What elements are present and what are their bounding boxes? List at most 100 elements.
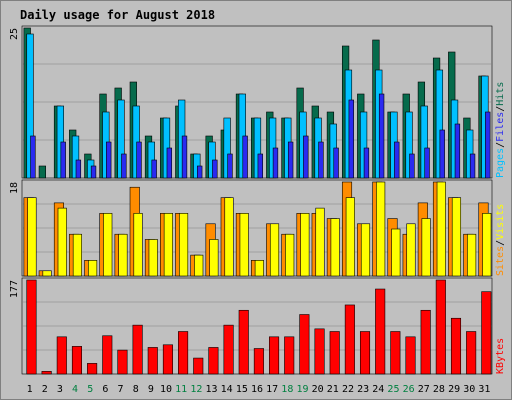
bar-kbytes-day-3 (56, 336, 67, 375)
day-tick-label: 27 (418, 384, 430, 395)
bar-sites-day-16 (254, 260, 264, 277)
bar-sites-day-25 (391, 228, 401, 277)
bar-sites-day-6 (103, 213, 113, 277)
bar-sites-day-31 (482, 213, 492, 277)
bar-kbytes-day-27 (420, 309, 431, 375)
bar-kbytes-day-14 (223, 324, 234, 375)
bar-files-day-1 (26, 33, 34, 179)
kbytes-panel: 177 KBytes (9, 277, 506, 375)
bar-kbytes-day-21 (329, 331, 340, 375)
bar-sites-day-30 (467, 233, 477, 277)
bar-kbytes-day-1 (26, 279, 37, 375)
bar-pages-day-30 (469, 153, 476, 179)
day-tick-label: 24 (372, 384, 384, 395)
bar-kbytes-day-19 (299, 314, 310, 375)
y-max-label: 25 (9, 28, 20, 40)
bar-sites-day-14 (224, 197, 234, 277)
side-series-label: Pages/Files/Hits (495, 82, 506, 178)
bar-pages-day-1 (30, 135, 36, 179)
side-label-separator: / (495, 106, 506, 112)
bar-pages-day-4 (75, 159, 82, 179)
bar-files-day-16 (253, 117, 262, 179)
bar-kbytes-day-31 (481, 291, 492, 375)
bar-sites-day-27 (421, 218, 431, 277)
bar-kbytes-day-26 (405, 336, 416, 375)
day-tick-label: 14 (221, 384, 233, 395)
side-label-pages: Pages (495, 148, 506, 178)
bar-files-day-23 (359, 111, 368, 179)
bar-pages-day-21 (333, 147, 339, 179)
visits-sites-panel: 18 Sites/Visits (9, 179, 506, 277)
bar-files-day-7 (117, 99, 125, 179)
bar-pages-day-19 (303, 135, 309, 179)
bar-kbytes-day-11 (178, 331, 189, 375)
bar-files-day-26 (405, 111, 413, 179)
day-tick-label: 1 (27, 384, 33, 395)
bar-pages-day-11 (181, 135, 188, 179)
bar-kbytes-day-6 (102, 335, 113, 375)
side-label-files: Files (495, 112, 506, 142)
bar-pages-day-7 (121, 153, 127, 179)
bar-files-day-4 (71, 135, 80, 179)
side-label-separator: / (495, 240, 506, 246)
side-label-kbytes: KBytes (495, 338, 506, 374)
bar-pages-day-25 (394, 141, 400, 179)
bar-pages-day-22 (348, 99, 354, 179)
bar-kbytes-day-15 (238, 309, 249, 375)
day-tick-label: 18 (281, 384, 293, 395)
bar-sites-day-29 (451, 197, 462, 277)
bar-kbytes-day-10 (162, 344, 173, 375)
bar-sites-day-23 (360, 223, 371, 277)
y-max-label: 177 (9, 280, 20, 298)
bar-pages-day-13 (212, 159, 218, 179)
bar-kbytes-day-28 (435, 279, 446, 375)
bar-kbytes-day-9 (147, 347, 158, 375)
bar-pages-day-20 (318, 141, 324, 179)
bar-pages-day-27 (424, 147, 430, 179)
bar-kbytes-day-24 (375, 288, 386, 375)
day-tick-label: 13 (205, 384, 217, 395)
day-tick-label: 15 (236, 384, 248, 395)
bar-kbytes-day-7 (117, 349, 128, 375)
bar-sites-day-2 (42, 270, 52, 277)
bar-pages-day-29 (454, 123, 461, 179)
side-label-separator: / (495, 142, 506, 148)
bar-kbytes-day-4 (71, 346, 82, 375)
day-tick-label: 30 (463, 384, 475, 395)
chart-title: Daily usage for August 2018 (20, 8, 215, 22)
bar-sites-day-20 (315, 207, 325, 277)
bar-kbytes-day-8 (132, 324, 143, 375)
bar-files-day-28 (435, 69, 444, 179)
bar-kbytes-day-16 (253, 348, 264, 375)
bar-hits-day-2 (38, 165, 46, 179)
bar-pages-day-8 (136, 141, 142, 179)
bar-kbytes-day-17 (269, 336, 280, 375)
day-axis: 1 2 3 4 5 6 7 8 9 10 11 12 13 14 15 16 17 18 19 20 21 22 23 24 2… (27, 384, 491, 395)
day-tick-label: 6 (102, 384, 108, 395)
day-tick-label: 21 (327, 384, 339, 395)
side-series-label: KBytes (495, 338, 506, 374)
bar-pages-day-16 (257, 153, 263, 179)
bar-sites-day-5 (88, 260, 98, 277)
day-tick-label: 29 (448, 384, 460, 395)
bar-kbytes-day-30 (466, 331, 477, 375)
bar-kbytes-day-18 (284, 336, 295, 375)
bar-kbytes-day-29 (450, 317, 462, 375)
bar-sites-day-26 (406, 223, 416, 277)
day-tick-label: 25 (387, 384, 399, 395)
bar-pages-day-23 (363, 147, 370, 179)
day-tick-label: 16 (251, 384, 263, 395)
bar-sites-day-17 (269, 223, 280, 277)
bar-pages-day-31 (485, 111, 491, 179)
day-tick-label: 5 (87, 384, 93, 395)
bar-kbytes-day-13 (208, 347, 219, 375)
side-series-label: Sites/Visits (495, 204, 506, 276)
bar-files-day-27 (420, 105, 428, 179)
side-label-hits: Hits (495, 82, 506, 106)
day-tick-label: 2 (42, 384, 48, 395)
bar-sites-day-3 (57, 207, 67, 277)
day-tick-label: 17 (266, 384, 278, 395)
bar-pages-day-17 (272, 147, 279, 179)
